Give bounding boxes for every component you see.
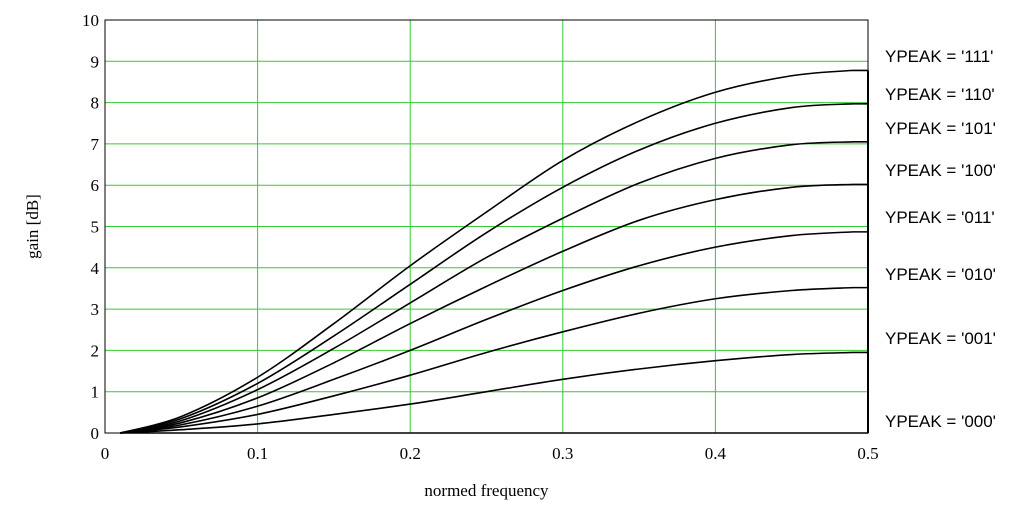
series-line	[120, 183, 868, 434]
series-label: YPEAK = '011'	[885, 208, 995, 227]
plot-frame	[104, 19, 869, 434]
x-tick-label: 0	[101, 444, 110, 463]
x-axis-title: normed frequency	[424, 481, 549, 500]
series-line	[120, 286, 868, 434]
x-tick-label: 0.4	[705, 444, 727, 463]
series-label: YPEAK = '000'	[885, 412, 996, 431]
series-line	[120, 231, 868, 434]
y-tick-label: 7	[91, 135, 100, 154]
series-line	[120, 69, 868, 434]
series-line	[120, 351, 868, 434]
y-tick-label: 0	[91, 424, 100, 443]
y-tick-label: 8	[91, 94, 100, 113]
series-labels: YPEAK = '111' YPEAK = '110' YPEAK = '101' Y…	[885, 47, 996, 431]
series-line	[120, 103, 868, 434]
y-axis-title: gain [dB]	[23, 194, 42, 259]
series-label: YPEAK = '010'	[885, 265, 996, 284]
series-label: YPEAK = '100'	[885, 161, 996, 180]
y-tick-label: 9	[91, 52, 100, 71]
series-label: YPEAK = '101'	[885, 119, 996, 138]
y-tick-label: 4	[91, 259, 100, 278]
y-tick-label: 6	[91, 176, 100, 195]
series-layer	[120, 69, 869, 434]
series-label: YPEAK = '110'	[885, 85, 995, 104]
y-tick-labels: 0 1 2 3 4 5 6 7 8 9 10	[82, 11, 100, 443]
x-tick-labels: 0 0.1 0.2 0.3 0.4 0.5	[101, 444, 879, 463]
x-tick-label: 0.5	[857, 444, 878, 463]
series-line	[120, 141, 868, 434]
x-tick-label: 0.1	[247, 444, 268, 463]
y-tick-label: 1	[91, 383, 100, 402]
y-tick-label: 3	[91, 300, 100, 319]
y-tick-label: 10	[82, 11, 99, 30]
series-label: YPEAK = '001'	[885, 329, 996, 348]
series-label: YPEAK = '111'	[885, 47, 993, 66]
x-tick-label: 0.2	[400, 444, 421, 463]
y-tick-label: 5	[91, 218, 100, 237]
x-tick-label: 0.3	[552, 444, 573, 463]
y-tick-label: 2	[91, 341, 100, 360]
